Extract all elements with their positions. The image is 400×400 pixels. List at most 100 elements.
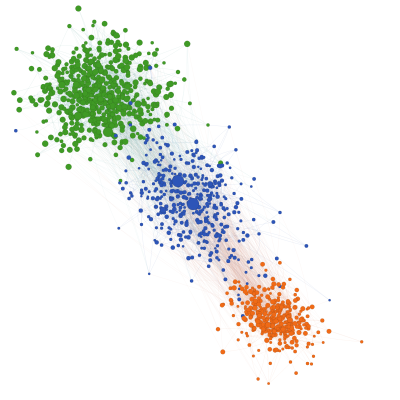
node	[219, 178, 225, 183]
node	[178, 205, 183, 210]
node	[115, 88, 122, 95]
node	[277, 260, 282, 265]
node	[199, 167, 203, 171]
edge	[146, 164, 167, 191]
edge	[169, 179, 275, 323]
node	[60, 142, 67, 149]
node	[137, 134, 144, 140]
node	[237, 293, 240, 297]
hub-node	[73, 111, 83, 121]
hub-node	[186, 197, 200, 211]
node	[66, 146, 73, 153]
node	[268, 361, 273, 366]
node	[206, 123, 210, 127]
node	[185, 149, 190, 155]
edge	[252, 258, 277, 289]
edge	[217, 328, 297, 346]
edge	[86, 77, 260, 235]
node	[175, 210, 179, 214]
edge	[107, 42, 240, 300]
node	[191, 176, 195, 180]
node	[228, 166, 232, 170]
node	[276, 282, 281, 287]
edge	[203, 222, 238, 232]
edge	[83, 88, 209, 267]
edge	[146, 159, 175, 166]
node	[128, 123, 133, 127]
node	[112, 97, 119, 104]
edge	[179, 174, 278, 308]
node	[169, 237, 173, 242]
edge	[185, 181, 281, 287]
node	[245, 282, 249, 286]
node	[59, 139, 64, 144]
edge	[171, 153, 279, 301]
edge	[233, 193, 279, 306]
node	[257, 284, 262, 289]
edge	[180, 235, 259, 380]
node	[196, 165, 200, 169]
edge	[191, 203, 307, 247]
edge	[124, 91, 129, 142]
node	[178, 190, 183, 195]
edge	[272, 287, 315, 337]
edge	[161, 175, 221, 193]
node	[90, 122, 95, 127]
node	[191, 211, 195, 215]
node	[150, 40, 155, 45]
edge	[240, 183, 264, 310]
node	[45, 45, 52, 52]
node	[268, 336, 273, 341]
node	[183, 40, 191, 48]
node	[269, 306, 274, 310]
edge	[140, 210, 255, 292]
node	[275, 303, 280, 308]
edge	[202, 209, 229, 250]
edge	[141, 211, 171, 225]
node	[87, 117, 94, 124]
node	[266, 328, 271, 332]
edge	[157, 166, 199, 179]
edge	[221, 232, 252, 317]
node	[316, 330, 321, 335]
edge	[203, 180, 223, 232]
node	[235, 201, 240, 206]
node	[196, 192, 199, 196]
node	[148, 112, 153, 117]
node	[63, 86, 69, 92]
node	[33, 101, 39, 108]
edge	[184, 149, 236, 183]
edge	[73, 52, 264, 325]
node	[76, 73, 81, 79]
edge	[164, 212, 229, 262]
edge	[61, 141, 158, 200]
node	[159, 158, 163, 162]
node	[305, 314, 310, 319]
edge	[252, 330, 313, 345]
node	[198, 195, 203, 200]
node	[202, 188, 206, 193]
node	[141, 179, 146, 184]
node	[202, 205, 207, 209]
edge	[129, 62, 168, 125]
edge	[273, 283, 330, 332]
node	[127, 196, 132, 201]
node	[271, 219, 276, 225]
node	[216, 233, 222, 238]
hub-node	[159, 206, 167, 214]
node	[229, 301, 234, 306]
edge	[158, 173, 258, 315]
edge	[77, 123, 181, 193]
node	[231, 247, 236, 253]
edge	[197, 235, 217, 246]
edge	[153, 104, 179, 197]
node	[28, 95, 34, 101]
edge	[48, 88, 157, 208]
edge	[137, 133, 162, 209]
node	[142, 136, 146, 140]
node	[190, 149, 194, 153]
node	[262, 287, 268, 293]
node	[222, 215, 227, 220]
node	[148, 217, 154, 222]
node	[182, 190, 187, 195]
